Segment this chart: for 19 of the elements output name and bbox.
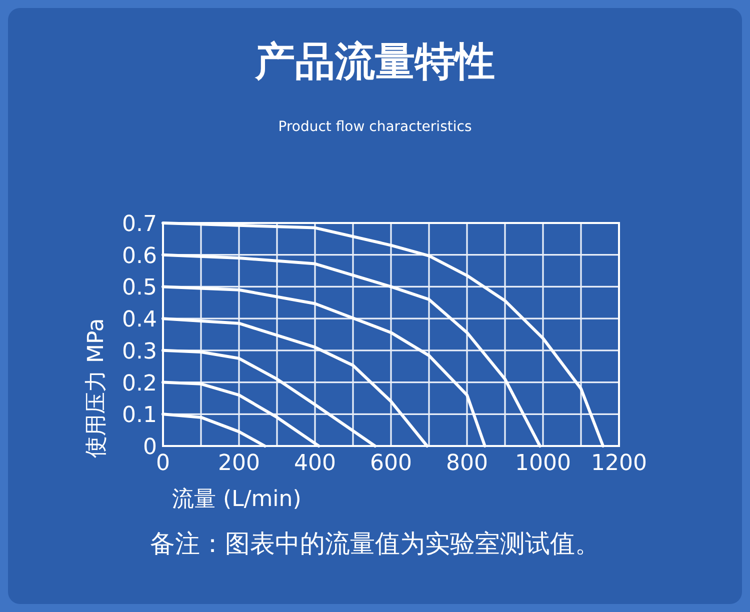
y-tick-label: 0.7: [122, 212, 157, 237]
y-axis-title: 使用压力 MPa: [84, 318, 109, 458]
chart-subtitle: Product flow characteristics: [278, 119, 472, 135]
y-tick-label: 0.5: [122, 276, 157, 301]
y-tick-label: 0.6: [122, 244, 157, 269]
text: 备注：图表中的流量值为实验室测试值。: [150, 529, 600, 558]
chart-title: 产品流量特性: [254, 39, 495, 85]
x-tick-label: 600: [370, 451, 412, 476]
x-tick-label: 200: [218, 451, 260, 476]
y-tick-label: 0.3: [122, 339, 157, 364]
x-axis-title: 流量 (L/min): [172, 487, 302, 512]
x-tick-label: 800: [446, 451, 488, 476]
y-tick-label: 0.2: [122, 371, 157, 396]
y-tick-label: 0.4: [122, 308, 157, 333]
x-tick-label: 1200: [591, 451, 647, 476]
x-tick-label: 1000: [515, 451, 571, 476]
x-tick-label: 400: [294, 451, 336, 476]
y-tick-label: 0: [143, 435, 157, 460]
y-tick-label: 0.1: [122, 403, 157, 428]
